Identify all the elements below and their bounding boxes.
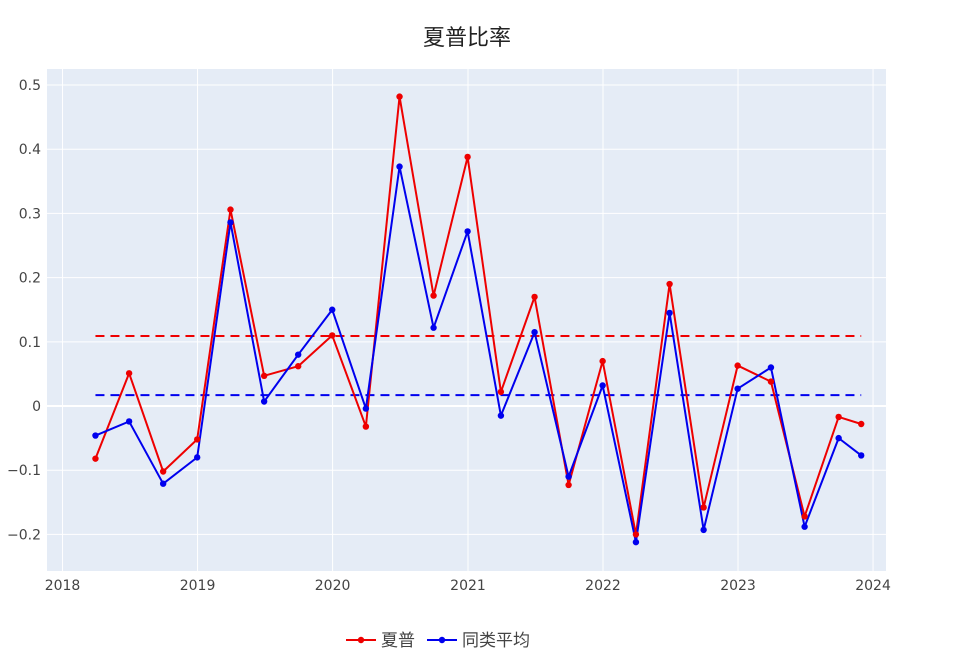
legend-item[interactable]: 夏普	[346, 631, 415, 651]
data-point[interactable]	[464, 153, 471, 161]
series-lines	[94, 95, 862, 544]
y-tick-label: 0.1	[19, 335, 41, 351]
data-point[interactable]	[599, 357, 606, 365]
data-point[interactable]	[260, 398, 268, 405]
y-tick-label: −0.2	[7, 527, 41, 543]
data-point[interactable]	[329, 332, 336, 339]
x-tick-label: 2018	[45, 578, 81, 594]
data-point[interactable]	[227, 219, 234, 226]
data-point[interactable]	[227, 206, 234, 213]
data-point[interactable]	[700, 504, 707, 511]
y-tick-label: −0.1	[7, 463, 41, 479]
data-point[interactable]	[531, 293, 538, 301]
data-point[interactable]	[260, 372, 268, 380]
y-tick-label: 0.5	[19, 78, 41, 94]
chart-title: 夏普比率	[423, 26, 511, 51]
data-point[interactable]	[125, 370, 133, 377]
data-point[interactable]	[464, 228, 471, 235]
data-point[interactable]	[430, 292, 437, 299]
y-axis-ticks: 0.5 0.4 0.3 0.2 0.1 0 −0.1 −0.2	[7, 78, 41, 543]
data-point[interactable]	[430, 324, 437, 331]
data-point[interactable]	[666, 309, 673, 317]
data-point[interactable]	[497, 388, 505, 396]
data-point[interactable]	[125, 418, 133, 425]
x-tick-label: 2024	[855, 578, 891, 594]
y-tick-label: 0.2	[19, 271, 41, 287]
data-point[interactable]	[632, 538, 640, 546]
data-point[interactable]	[193, 436, 201, 443]
y-tick-label: 0.3	[19, 206, 41, 222]
legend-label: 同类平均	[462, 631, 530, 651]
data-point[interactable]	[531, 328, 538, 336]
series-line	[94, 95, 862, 536]
data-point[interactable]	[801, 523, 808, 530]
data-point[interactable]	[159, 480, 167, 487]
data-point[interactable]	[193, 454, 201, 461]
data-point[interactable]	[632, 531, 640, 538]
data-point[interactable]	[294, 363, 302, 370]
data-point[interactable]	[666, 280, 673, 288]
data-point[interactable]	[396, 93, 403, 100]
series-line	[95, 165, 862, 544]
x-tick-label: 2020	[315, 578, 351, 594]
x-tick-label: 2019	[180, 578, 216, 594]
data-point[interactable]	[92, 432, 99, 439]
grid-lines	[47, 69, 886, 571]
data-point[interactable]	[599, 382, 606, 389]
data-point[interactable]	[767, 378, 775, 385]
data-point[interactable]	[92, 455, 99, 462]
mean-reference-lines	[95, 335, 862, 397]
series-points	[92, 93, 865, 546]
data-point[interactable]	[858, 420, 865, 428]
x-tick-label: 2023	[720, 578, 756, 594]
data-point[interactable]	[497, 412, 505, 419]
legend-item[interactable]: 同类平均	[427, 631, 530, 651]
data-point[interactable]	[858, 452, 865, 459]
data-point[interactable]	[329, 306, 336, 313]
data-point[interactable]	[734, 362, 741, 369]
data-point[interactable]	[565, 473, 572, 480]
legend-label: 夏普	[381, 631, 415, 651]
data-point[interactable]	[294, 351, 302, 358]
data-point[interactable]	[734, 385, 741, 392]
y-tick-label: 0.4	[19, 142, 41, 158]
x-axis-ticks: 2018 2019 2020 2021 2022 2023 2024	[45, 578, 891, 594]
data-point[interactable]	[362, 405, 370, 412]
x-tick-label: 2021	[450, 578, 486, 594]
x-tick-label: 2022	[585, 578, 621, 594]
plot-background	[47, 69, 886, 571]
data-point[interactable]	[835, 413, 842, 421]
data-point[interactable]	[801, 513, 808, 520]
legend-swatch-marker	[357, 636, 365, 644]
data-point[interactable]	[362, 423, 370, 430]
data-point[interactable]	[159, 468, 167, 475]
legend-swatch-marker	[438, 636, 446, 644]
data-point[interactable]	[396, 163, 403, 170]
data-point[interactable]	[767, 364, 775, 371]
data-point[interactable]	[835, 434, 842, 442]
y-tick-label: 0	[32, 399, 41, 415]
legend[interactable]: 夏普 同类平均	[346, 631, 530, 651]
data-point[interactable]	[700, 526, 707, 534]
data-point[interactable]	[565, 481, 572, 489]
